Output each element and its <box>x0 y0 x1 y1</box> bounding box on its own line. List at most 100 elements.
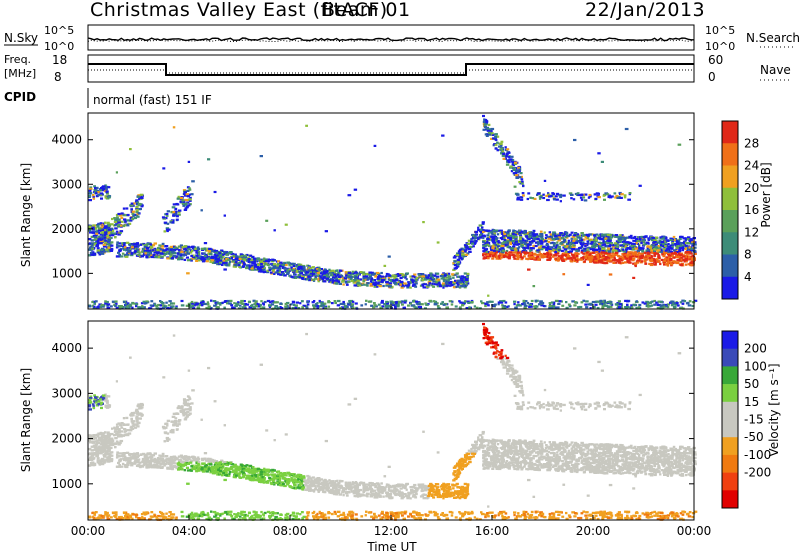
power-cell <box>229 251 233 254</box>
power-cell <box>152 249 155 252</box>
power-cell <box>156 246 160 250</box>
power-cell <box>502 249 505 253</box>
power-cell <box>487 253 491 256</box>
power-cell <box>437 281 441 284</box>
power-cell <box>623 242 627 245</box>
power-cell <box>162 217 166 220</box>
power-cell <box>614 234 619 237</box>
power-cell <box>215 258 218 261</box>
power-cell <box>101 236 104 239</box>
power-cell <box>131 210 136 213</box>
power-cell <box>641 301 645 304</box>
power-cell <box>288 269 291 272</box>
power-cell <box>540 248 544 251</box>
power-cell <box>563 248 568 251</box>
power-cell <box>153 251 157 254</box>
power-cell <box>603 198 606 201</box>
power-cell <box>186 252 191 255</box>
power-cell <box>524 240 528 243</box>
power-cell <box>263 270 266 273</box>
power-cell <box>248 300 251 303</box>
power-cell <box>422 286 426 289</box>
power-cell <box>496 149 500 152</box>
power-cell <box>92 224 95 227</box>
power-cell <box>177 249 181 252</box>
power-cell <box>485 134 489 137</box>
power-cell <box>619 303 622 306</box>
power-cell <box>93 238 97 241</box>
power-cell <box>573 253 578 256</box>
power-cell <box>663 259 667 262</box>
power-cell <box>132 302 136 305</box>
power-cell <box>419 284 423 287</box>
power-cell <box>520 258 524 261</box>
power-cell <box>485 126 490 129</box>
power-cell <box>659 300 664 304</box>
power-cell <box>646 303 650 306</box>
power-cell <box>583 193 588 196</box>
power-cell <box>679 253 683 256</box>
power-cell <box>214 301 218 304</box>
power-cell <box>580 258 583 261</box>
power-cell <box>485 120 489 123</box>
power-cell <box>552 254 556 257</box>
power-cell <box>565 301 568 304</box>
power-cell <box>316 274 320 277</box>
power-cell <box>672 235 676 239</box>
power-cell <box>123 218 127 221</box>
power-cell <box>664 245 667 248</box>
power-cell <box>512 166 516 169</box>
power-cell <box>580 232 584 235</box>
power-cell <box>540 304 544 307</box>
power-cell <box>448 300 453 303</box>
power-cell <box>529 305 533 308</box>
power-cell <box>634 264 637 268</box>
power-cell <box>101 188 106 191</box>
power-cell <box>556 241 559 244</box>
nsearch-tick-high: 10^5 <box>705 24 735 37</box>
power-cell <box>565 245 569 248</box>
power-cell <box>484 128 488 131</box>
power-cell <box>498 252 502 255</box>
power-cell <box>96 225 100 228</box>
power-cell <box>603 240 607 244</box>
power-cell <box>149 307 153 310</box>
power-cell <box>475 240 478 243</box>
power-cell <box>137 212 140 215</box>
power-cell <box>624 254 628 257</box>
power-cell <box>274 271 277 274</box>
power-cell <box>550 236 554 239</box>
power-cell <box>574 238 577 241</box>
nave-tick-low: 0 <box>708 70 716 84</box>
power-cell <box>268 301 272 304</box>
power-cell <box>284 302 288 306</box>
power-cell <box>207 252 210 255</box>
power-cell <box>626 242 630 246</box>
power-cell <box>472 234 476 237</box>
power-cell <box>248 306 253 309</box>
power-cell <box>510 247 514 250</box>
power-cell <box>653 248 657 251</box>
power-cell <box>606 234 611 237</box>
power-cell <box>550 301 554 304</box>
power-cell <box>436 278 440 281</box>
power-cell <box>611 259 615 262</box>
power-cell <box>525 251 529 254</box>
power-cell <box>211 261 216 264</box>
power-cell <box>110 232 114 235</box>
power-cell <box>634 247 639 250</box>
power-cell <box>167 248 171 251</box>
power-cell <box>621 261 625 264</box>
power-cell <box>641 250 645 253</box>
power-cell <box>519 198 524 201</box>
power-cell <box>339 307 343 310</box>
power-cell <box>373 283 377 286</box>
power-cell <box>517 255 521 258</box>
power-cell <box>542 304 546 308</box>
power-cell <box>219 257 223 260</box>
power-cell <box>205 306 208 310</box>
power-cell <box>545 234 548 237</box>
power-cell <box>580 250 584 253</box>
power-cell <box>355 282 359 285</box>
power-cell <box>186 259 191 262</box>
